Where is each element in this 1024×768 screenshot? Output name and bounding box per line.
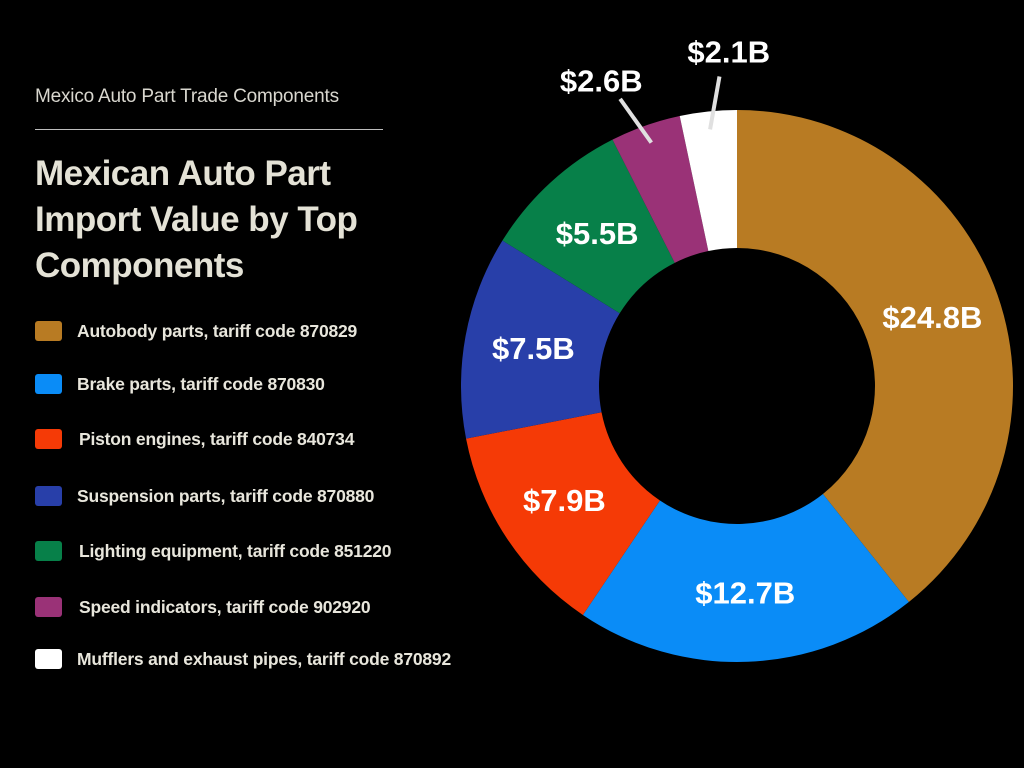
slice-value-label: $2.1B bbox=[687, 35, 770, 70]
slice-value-label: $2.6B bbox=[560, 63, 643, 98]
slice-value-label: $7.9B bbox=[523, 483, 606, 518]
donut-slice bbox=[582, 493, 909, 662]
chart-title: Mexican Auto Part Import Value by Top Co… bbox=[35, 154, 358, 285]
legend-item: Lighting equipment, tariff code 851220 bbox=[35, 538, 392, 564]
donut-slice bbox=[612, 116, 709, 263]
chart-subtitle: Mexico Auto Part Trade Components bbox=[35, 86, 339, 107]
legend-swatch bbox=[35, 486, 62, 506]
donut-slice bbox=[679, 110, 737, 252]
leader-line bbox=[708, 76, 722, 130]
donut-slice bbox=[737, 110, 1013, 602]
legend-item: Brake parts, tariff code 870830 bbox=[35, 371, 325, 397]
legend-swatch bbox=[35, 374, 62, 394]
donut-slice bbox=[466, 412, 660, 615]
legend-swatch bbox=[35, 597, 62, 617]
legend-item: Speed indicators, tariff code 902920 bbox=[35, 594, 371, 620]
legend-item: Mufflers and exhaust pipes, tariff code … bbox=[35, 646, 451, 672]
leader-line bbox=[618, 97, 653, 144]
legend-swatch bbox=[35, 321, 62, 341]
legend-item: Suspension parts, tariff code 870880 bbox=[35, 483, 374, 509]
legend-label: Suspension parts, tariff code 870880 bbox=[77, 485, 375, 506]
legend-item: Autobody parts, tariff code 870829 bbox=[35, 318, 357, 344]
legend-swatch bbox=[35, 429, 62, 449]
legend-swatch bbox=[35, 649, 62, 669]
legend-item: Piston engines, tariff code 840734 bbox=[35, 426, 354, 452]
legend-label: Piston engines, tariff code 840734 bbox=[79, 428, 355, 449]
legend-label: Mufflers and exhaust pipes, tariff code … bbox=[77, 648, 451, 669]
slice-value-label: $7.5B bbox=[492, 331, 575, 366]
slice-value-label: $24.8B bbox=[882, 300, 982, 335]
legend-label: Speed indicators, tariff code 902920 bbox=[79, 596, 371, 617]
legend-label: Brake parts, tariff code 870830 bbox=[77, 373, 325, 394]
legend-swatch bbox=[35, 541, 62, 561]
donut-slice bbox=[502, 139, 675, 314]
slice-value-label: $12.7B bbox=[695, 575, 795, 610]
legend-label: Autobody parts, tariff code 870829 bbox=[77, 320, 358, 341]
title-divider bbox=[35, 129, 383, 130]
donut-slice bbox=[461, 240, 620, 439]
slice-value-label: $5.5B bbox=[556, 216, 639, 251]
legend-label: Lighting equipment, tariff code 851220 bbox=[79, 540, 392, 561]
